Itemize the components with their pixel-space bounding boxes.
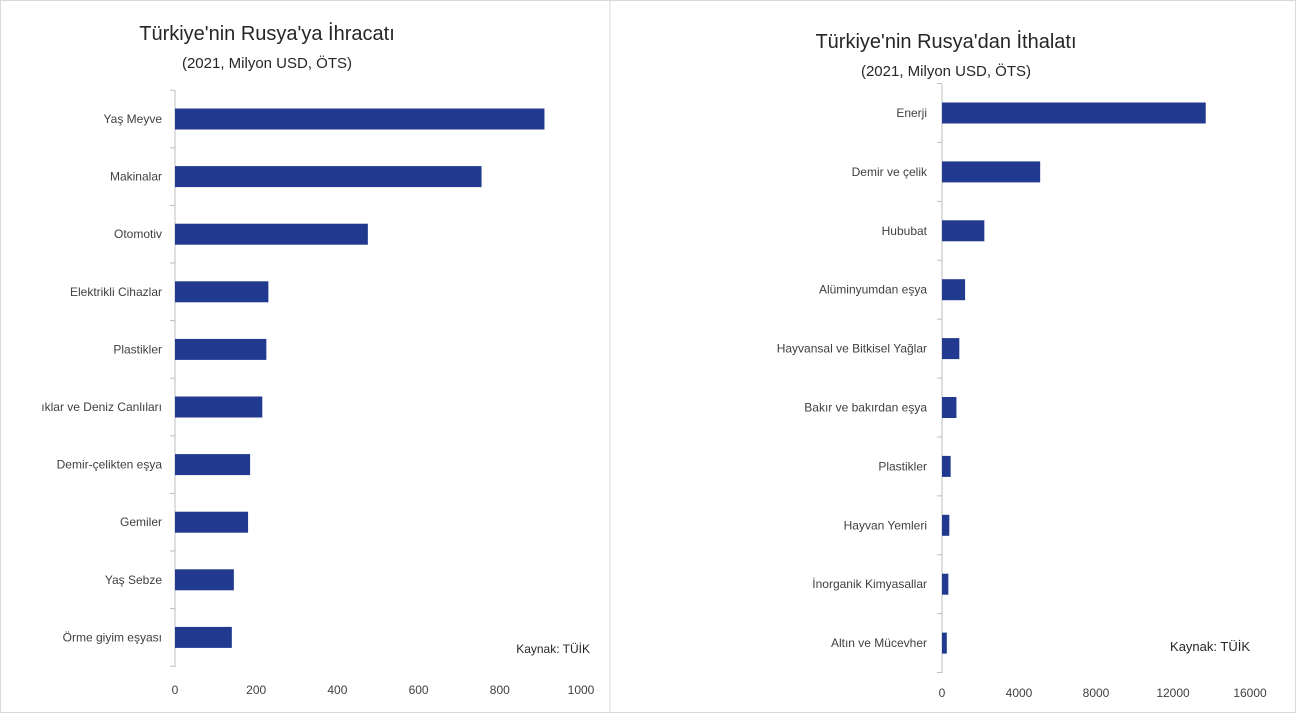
export-bar — [175, 338, 267, 360]
import-chart: Türkiye'nin Rusya'dan İthalatı (2021, Mil… — [777, 30, 1267, 700]
import-category-label: Hayvansal ve Bitkisel Yağlar — [777, 342, 927, 356]
import-bar — [942, 455, 951, 477]
export-bar — [175, 166, 482, 188]
import-category-label: Hububat — [882, 224, 928, 238]
export-category-label: Makinalar — [110, 170, 162, 184]
export-x-tick-label: 600 — [409, 683, 429, 697]
export-x-tick-label: 200 — [246, 683, 266, 697]
export-category-label: Demir-çelikten eşya — [57, 458, 163, 472]
export-x-tick-label: 1000 — [568, 683, 595, 697]
import-bar — [942, 397, 957, 418]
export-bar — [175, 626, 232, 648]
import-category-label: Enerji — [896, 106, 927, 120]
import-category-label: Hayvan Yemleri — [844, 518, 927, 532]
import-category-label: İnorganik Kimyasallar — [812, 577, 927, 591]
export-bar — [175, 454, 251, 476]
import-category-label: Plastikler — [878, 459, 927, 473]
export-bar — [175, 281, 269, 303]
import-bar — [942, 514, 950, 536]
import-x-tick-label: 8000 — [1083, 686, 1110, 700]
import-bar — [942, 102, 1206, 124]
import-category-label: Alüminyumdan eşya — [819, 283, 927, 297]
import-bar — [942, 632, 947, 654]
export-category-label: Elektrikli Cihazlar — [70, 285, 162, 299]
export-x-tick-label: 0 — [172, 683, 179, 697]
export-category-label: Yaş Meyve — [104, 112, 163, 126]
export-x-tick-label: 800 — [490, 683, 510, 697]
export-chart-title: Türkiye'nin Rusya'ya İhracatı — [139, 22, 395, 45]
import-bar — [942, 220, 985, 242]
import-x-tick-label: 0 — [939, 686, 946, 700]
import-bar — [942, 573, 949, 595]
export-chart: Türkiye'nin Rusya'ya İhracatı (2021, Mily… — [41, 22, 594, 697]
export-bar — [175, 223, 368, 245]
import-category-label: Bakır ve bakırdan eşya — [804, 401, 927, 415]
export-category-label: Örme giyim eşyası — [63, 630, 162, 644]
import-bar — [942, 279, 966, 301]
import-bar — [942, 161, 1041, 183]
export-x-tick-label: 400 — [327, 683, 347, 697]
import-source-note: Kaynak: TÜİK — [1170, 639, 1250, 654]
export-category-label: Otomotiv — [114, 227, 162, 241]
import-category-label: Demir ve çelik — [852, 165, 928, 179]
export-category-label: Plastikler — [113, 342, 162, 356]
import-category-label: Altın ve Mücevher — [831, 636, 927, 650]
export-chart-subtitle: (2021, Milyon USD, ÖTS) — [182, 54, 352, 72]
export-bar — [175, 569, 234, 591]
import-x-tick-label: 16000 — [1233, 686, 1267, 700]
export-bar — [175, 108, 545, 130]
import-bar — [942, 338, 960, 360]
import-chart-title: Türkiye'nin Rusya'dan İthalatı — [815, 30, 1076, 53]
export-source-note: Kaynak: TÜİK — [516, 642, 590, 656]
import-x-tick-label: 4000 — [1006, 686, 1033, 700]
export-bar — [175, 396, 263, 418]
import-chart-subtitle: (2021, Milyon USD, ÖTS) — [861, 62, 1031, 80]
import-x-tick-label: 12000 — [1156, 686, 1190, 700]
export-category-label: Yaş Sebze — [105, 573, 162, 587]
export-category-label: Gemiler — [120, 515, 162, 529]
export-bar — [175, 511, 249, 533]
export-category-label: ıklar ve Deniz Canlıları — [41, 400, 162, 414]
